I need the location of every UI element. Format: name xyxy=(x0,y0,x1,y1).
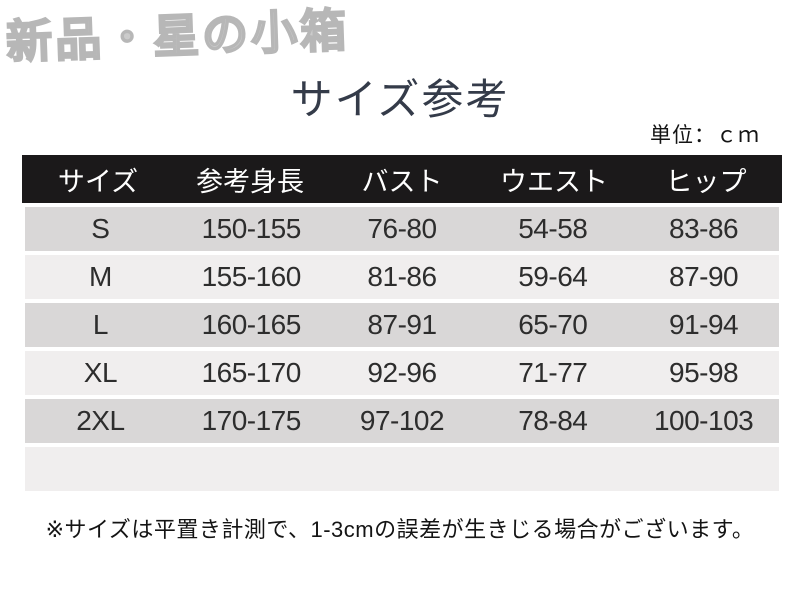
cell-hip: 83-86 xyxy=(669,213,739,244)
header-cell-hip: ヒップ xyxy=(665,166,747,197)
cell-height: 170-175 xyxy=(201,405,302,436)
cell-height: 165-170 xyxy=(201,357,302,388)
table-row-l: L 160-165 87-91 65-70 91-94 xyxy=(25,303,779,347)
cell-hip: 100-103 xyxy=(653,405,754,436)
cell-bust: 76-80 xyxy=(367,213,437,244)
shop-watermark: 新品・星の小箱 xyxy=(4,3,351,69)
cell-bust: 81-86 xyxy=(367,261,437,292)
header-cell-size: サイズ xyxy=(57,166,139,197)
table-header-row: サイズ 参考身長 バスト ウエスト ヒップ xyxy=(22,155,782,203)
cell-height: 150-155 xyxy=(201,213,302,244)
header-cell-height: 参考身長 xyxy=(196,166,304,197)
size-table: サイズ 参考身長 バスト ウエスト ヒップ S 150-155 76-80 54… xyxy=(22,155,782,491)
cell-bust: 97-102 xyxy=(359,405,445,436)
cell-waist: 65-70 xyxy=(518,309,588,340)
cell-hip: 91-94 xyxy=(669,309,739,340)
cell-size: XL xyxy=(83,357,118,388)
cell-hip: 95-98 xyxy=(669,357,739,388)
cell-waist: 59-64 xyxy=(518,261,588,292)
table-row-m: M 155-160 81-86 59-64 87-90 xyxy=(25,255,779,299)
table-row-xl: XL 165-170 92-96 71-77 95-98 xyxy=(25,351,779,395)
measurement-note: ※サイズは平置き計測で、1-3cmの誤差が生きじる場合がございます。 xyxy=(45,517,755,542)
cell-size: S xyxy=(91,213,110,244)
cell-height: 155-160 xyxy=(201,261,302,292)
cell-bust: 87-91 xyxy=(367,309,437,340)
cell-size: L xyxy=(92,309,109,340)
cell-hip: 87-90 xyxy=(669,261,739,292)
table-row-empty xyxy=(25,447,779,491)
header-cell-waist: ウエスト xyxy=(500,166,608,197)
cell-waist: 78-84 xyxy=(518,405,588,436)
table-row-s: S 150-155 76-80 54-58 83-86 xyxy=(25,207,779,251)
cell-waist: 54-58 xyxy=(518,213,588,244)
cell-size: M xyxy=(88,261,112,292)
table-row-2xl: 2XL 170-175 97-102 78-84 100-103 xyxy=(25,399,779,443)
cell-bust: 92-96 xyxy=(367,357,437,388)
page-title: サイズ参考 xyxy=(290,76,510,123)
unit-label: 単位：ｃｍ xyxy=(650,124,760,147)
header-cell-bust: バスト xyxy=(361,166,443,197)
cell-height: 160-165 xyxy=(201,309,302,340)
cell-size: 2XL xyxy=(76,405,125,436)
cell-waist: 71-77 xyxy=(518,357,588,388)
